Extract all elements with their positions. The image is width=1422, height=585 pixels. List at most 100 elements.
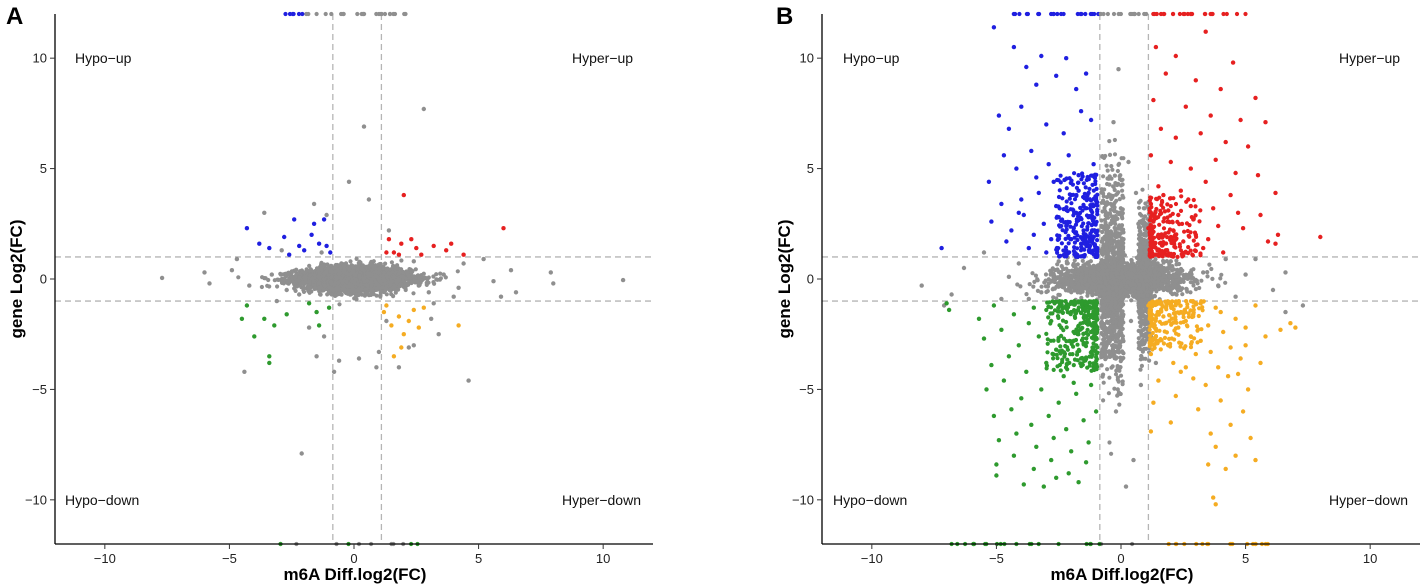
panel-a-point-hyper-up <box>391 250 397 255</box>
panel-a-point-ns <box>365 271 370 276</box>
panel-a-point-ns <box>259 284 264 290</box>
panel-a-point-ns <box>620 277 626 283</box>
panel-a-point-ns <box>333 274 338 279</box>
panel-a-point-ns <box>284 272 290 277</box>
panel-a-point-ns <box>548 270 553 275</box>
panel-b-point-ns <box>1042 280 1047 285</box>
panel-b-point-ns <box>1120 211 1125 216</box>
panel-a-point-ns <box>415 273 421 278</box>
panel-b-point-ns <box>1101 194 1106 199</box>
panel-a-point-ns <box>299 451 304 456</box>
panel-a-point-ns <box>366 197 372 202</box>
panel-a-point-ns <box>347 267 352 272</box>
panel-b-point-ns <box>1115 377 1120 382</box>
panel-b-point-ns <box>1107 139 1112 144</box>
panel-a-point-ns <box>434 277 439 282</box>
panel-a-y-axis-title: gene Log2(FC) <box>7 220 26 339</box>
panel-a-point-ns <box>279 278 284 283</box>
panel-a-point-ns <box>336 358 342 363</box>
panel-a-point-ns <box>284 287 289 293</box>
panel-a-point-ns <box>379 289 384 294</box>
panel-a-point-ns <box>356 356 362 361</box>
panel-b-point-ns <box>1101 398 1106 403</box>
panel-a-point-ns <box>362 279 367 284</box>
panel-a-point-hyper-up <box>401 192 406 198</box>
panel-a-point-ns <box>297 275 302 280</box>
panel-a-ns-points <box>159 106 626 456</box>
panel-a-label-hyper-up: Hyper−up <box>572 50 633 66</box>
panel-a-point-ns <box>263 276 268 281</box>
panel-a-point-hyper-up <box>409 237 414 242</box>
panel-b-point-ns <box>1174 262 1179 267</box>
panel-a-point-ns <box>333 293 339 298</box>
panel-a-point-ns <box>322 283 327 288</box>
panel-a-point-clipped-top <box>387 11 393 17</box>
panel-b-point-ns <box>1117 402 1122 407</box>
panel-a-point-hypo-up <box>244 226 250 231</box>
panel-a-point-ns <box>461 261 466 266</box>
panel-a-point-clipped-top <box>323 11 328 17</box>
panel-b-point-ns <box>1115 168 1120 174</box>
panel-a-point-hypo-up <box>282 234 287 240</box>
panel-a-point-ns <box>397 270 402 275</box>
panel-a-point-ns <box>357 259 362 264</box>
panel-a-point-ns <box>421 106 426 112</box>
panel-a-point-hyper-up <box>386 237 392 242</box>
panel-a-point-hyper-down <box>416 325 421 330</box>
panel-a-point-hyper-down <box>456 323 461 328</box>
panel-a-point-ns <box>355 264 360 269</box>
panel-a-point-ns <box>397 278 402 283</box>
panel-a-point-ns <box>466 378 471 383</box>
panel-a-point-hypo-down <box>239 316 245 321</box>
panel-a-x-tick-label: 0 <box>350 551 357 566</box>
panel-a-point-ns <box>354 297 359 302</box>
panel-a-point-ns <box>159 275 165 281</box>
panel-a-point-ns <box>342 283 347 288</box>
panel-b-point-ns <box>1033 273 1038 278</box>
panel-a-point-ns <box>412 278 417 284</box>
panel-a-point-ns <box>331 369 337 374</box>
panel-a-point-ns <box>207 281 212 286</box>
panel-b-point-ns <box>1101 380 1106 385</box>
panel-a-point-clipped-top <box>392 11 398 17</box>
panel-a-point-ns <box>389 292 394 297</box>
panel-a-point-ns <box>307 273 313 278</box>
panel-a-point-ns <box>481 256 486 262</box>
panel-b-point-ns <box>1205 270 1210 275</box>
panel-a-point-ns <box>373 273 378 278</box>
panel-a-point-ns <box>399 274 404 279</box>
panel-a-point-ns <box>278 272 284 277</box>
panel-a-point-ns <box>378 279 383 284</box>
panel-a-point-ns <box>337 263 342 268</box>
panel-a-point-ns <box>293 288 298 293</box>
panel-b-point-ns <box>1027 282 1032 287</box>
panel-a-point-ns <box>383 261 388 266</box>
panel-a-point-ns <box>324 212 329 218</box>
panel-a-point-ns <box>398 282 404 287</box>
panel-b-point-ns <box>1140 187 1145 192</box>
panel-a-point-ns <box>307 263 312 268</box>
panel-b-point-ns <box>1112 173 1117 178</box>
panel-a-point-ns <box>289 269 294 274</box>
panel-a-point-ns <box>337 302 342 307</box>
panel-a-point-ns <box>396 266 401 271</box>
panel-a-point-ns <box>346 179 352 184</box>
panel-a-point-ns <box>324 270 329 275</box>
panel-a-point-hypo-up <box>328 250 333 255</box>
panel-a-point-ns <box>361 124 367 129</box>
panel-a-point-ns <box>369 279 374 284</box>
panel-a-point-hyper-down <box>406 318 411 324</box>
panel-a-point-ns <box>336 280 341 286</box>
panel-a-point-ns <box>508 268 514 273</box>
panel-b-point-ns <box>1051 295 1056 300</box>
panel-a-point-ns <box>411 291 416 296</box>
panel-b-point-ns <box>1112 152 1118 157</box>
panel-b-point-ns <box>1099 355 1104 360</box>
panel-a-point-ns <box>319 265 324 270</box>
panel-a-point-ns <box>298 281 303 286</box>
panel-a-point-ns <box>356 292 362 297</box>
panel-b-point-ns <box>1120 188 1125 193</box>
panel-a-point-hypo-up <box>309 232 314 237</box>
panel-a-point-ns <box>441 272 446 277</box>
